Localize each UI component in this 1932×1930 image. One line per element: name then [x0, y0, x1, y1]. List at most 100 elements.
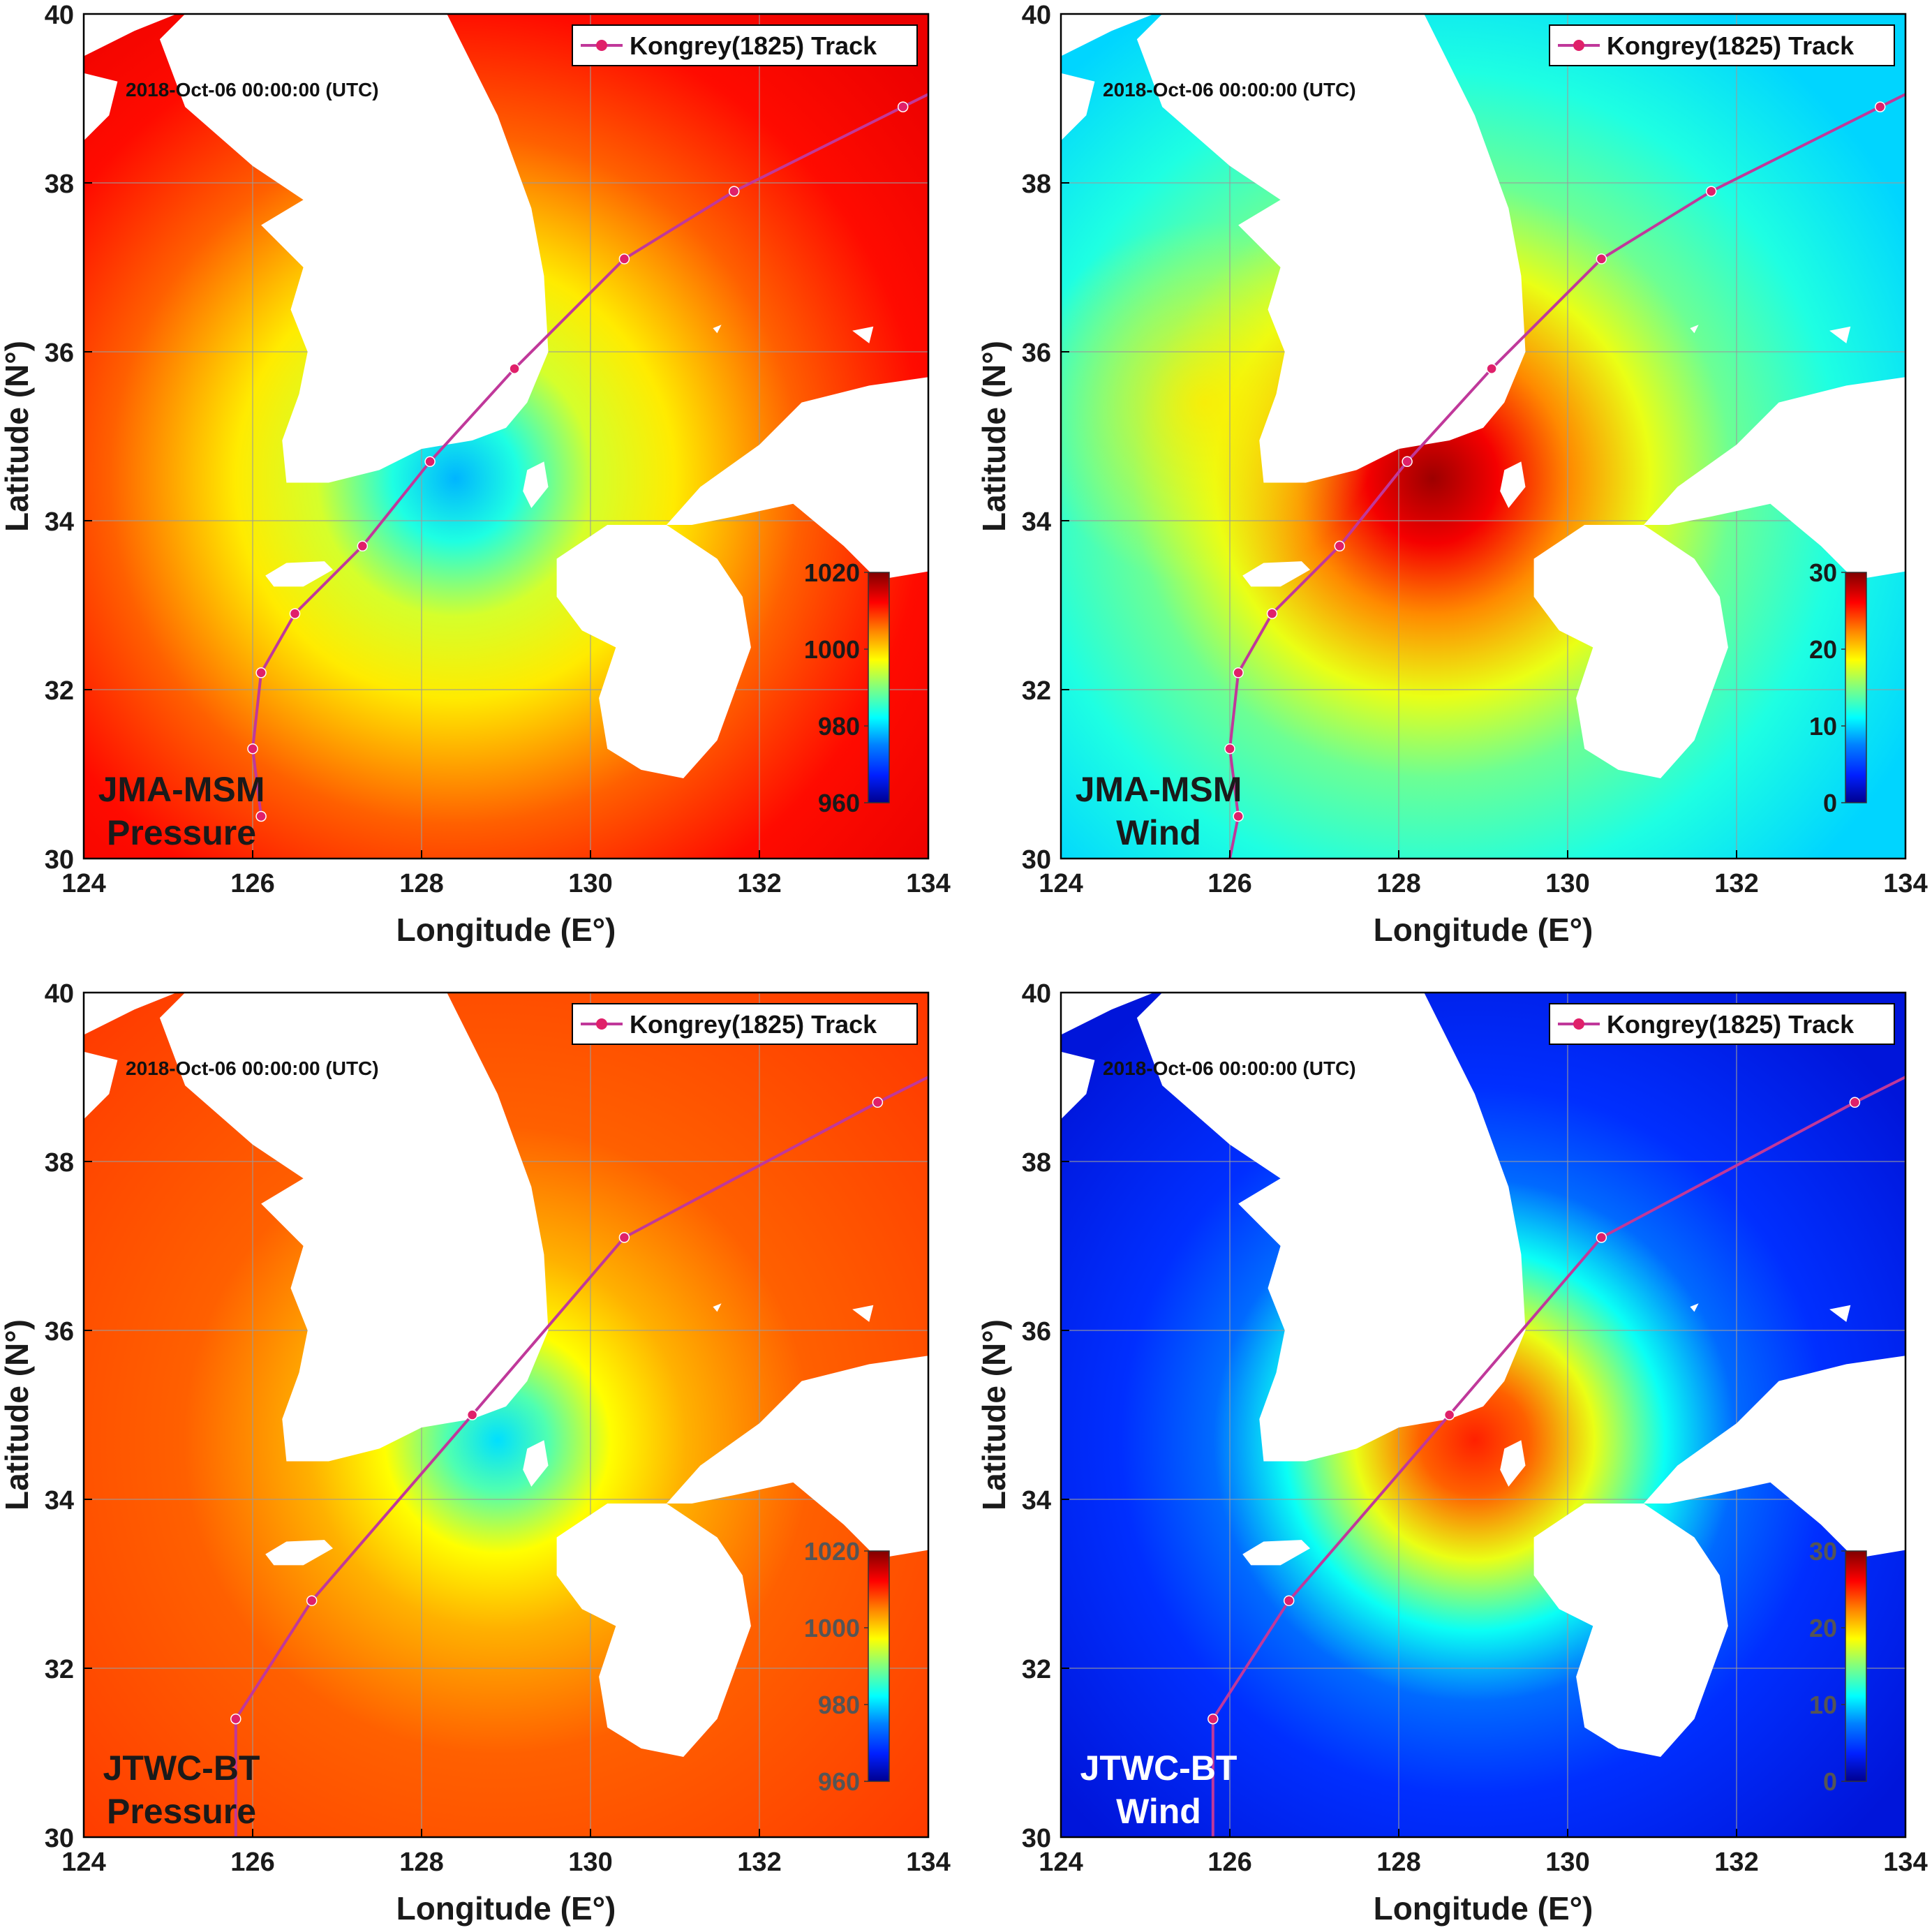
panel-label-line1: JTWC-BT — [1080, 1749, 1238, 1788]
track-point — [289, 608, 301, 619]
land-honshu — [1643, 1356, 1905, 1559]
land-oki — [852, 326, 874, 343]
y-tick-label: 34 — [45, 507, 74, 537]
panel-label: JTWC-BT Pressure — [103, 1749, 260, 1831]
land-honshu — [666, 377, 928, 580]
panel-label-line2: Pressure — [107, 813, 256, 852]
y-tick-label: 40 — [1022, 1, 1051, 30]
legend-marker — [596, 40, 607, 51]
y-axis-title: Latitude (N°) — [0, 1319, 35, 1510]
track-point — [872, 1097, 884, 1108]
land-dokdo — [1690, 1303, 1699, 1312]
panel-label-line1: JMA-MSM — [1076, 770, 1242, 809]
track-point — [230, 1713, 242, 1725]
land-oki — [1829, 1305, 1851, 1322]
legend-label: Kongrey(1825) Track — [630, 31, 877, 60]
legend-label: Kongrey(1825) Track — [1607, 1010, 1855, 1039]
axes-frame — [1060, 991, 1907, 1839]
land-tsushima — [1500, 1440, 1526, 1487]
land-dokdo — [713, 1303, 722, 1312]
y-tick-label: 38 — [45, 170, 74, 199]
track-point — [1596, 253, 1607, 265]
panel-jtwc-wind: 2018-Oct-06 00:00:00 (UTC) Kongrey(1825) … — [976, 979, 1928, 1927]
land-shandong — [84, 1051, 118, 1120]
land-tsushima — [523, 461, 549, 508]
x-tick-label: 128 — [1376, 869, 1420, 898]
track-point — [1402, 456, 1413, 468]
plot-area — [84, 993, 928, 1837]
colorbar-gradient — [868, 572, 890, 803]
landmass — [1061, 993, 1905, 1757]
legend-label: Kongrey(1825) Track — [630, 1010, 877, 1039]
y-tick-label: 32 — [45, 676, 74, 706]
gridlines — [84, 993, 928, 1837]
colorbar-tick-label: 980 — [818, 712, 860, 741]
colorbar-tick-label: 10 — [1809, 712, 1837, 741]
track-point — [1283, 1595, 1295, 1606]
land-korea — [1136, 14, 1526, 483]
timestamp-label: 2018-Oct-06 00:00:00 (UTC) — [126, 79, 379, 101]
timestamp-label: 2018-Oct-06 00:00:00 (UTC) — [1103, 1057, 1356, 1079]
colorbar-tick-label: 980 — [818, 1691, 860, 1719]
legend: Kongrey(1825) Track — [572, 1003, 918, 1045]
track-point — [1849, 1097, 1861, 1108]
colorbar-tick-label: 20 — [1809, 1614, 1837, 1642]
y-tick-label: 32 — [1022, 1655, 1051, 1684]
land-shandong — [1061, 73, 1095, 141]
track-line — [1228, 93, 1905, 859]
land-shandong — [1061, 1051, 1095, 1120]
x-axis-title: Longitude (E°) — [1374, 912, 1593, 948]
track-point — [509, 363, 520, 374]
colorbar-tick-label: 1000 — [804, 1614, 860, 1642]
y-tick-label: 30 — [45, 1824, 74, 1853]
y-tick-label: 40 — [45, 1, 74, 30]
y-tick-label: 38 — [1022, 170, 1051, 199]
colorbar: 960 980 1000 1020 — [804, 558, 890, 817]
land-dokdo — [1690, 325, 1699, 334]
land-jeju — [265, 1540, 333, 1566]
x-tick-label: 126 — [230, 869, 274, 898]
y-tick-label: 32 — [45, 1655, 74, 1684]
track-point — [1266, 608, 1278, 619]
x-tick-label: 132 — [737, 1848, 781, 1877]
legend-marker — [596, 1018, 607, 1030]
colorbar-tick-label: 20 — [1809, 635, 1837, 664]
colorbar-gradient — [1845, 572, 1867, 803]
land-oki — [852, 1305, 874, 1322]
y-tick-label: 38 — [45, 1148, 74, 1178]
track-point — [1486, 363, 1497, 374]
track-point — [618, 1232, 630, 1243]
land-liaodong — [1061, 14, 1154, 57]
panel-jma-pressure: 2018-Oct-06 00:00:00 (UTC) Kongrey(1825) … — [0, 1, 951, 948]
land-liaodong — [84, 993, 177, 1035]
y-tick-label: 32 — [1022, 676, 1051, 706]
colorbar-tick-label: 1020 — [804, 1537, 860, 1566]
colorbar-gradient — [868, 1550, 890, 1782]
track-point — [1208, 1713, 1219, 1725]
plot-area — [84, 14, 928, 859]
land-kyushu — [556, 525, 751, 778]
track-point — [1443, 1409, 1455, 1420]
legend-box — [572, 1003, 918, 1045]
colorbar-tick-label: 0 — [1823, 1767, 1837, 1796]
colorbar-tick-label: 10 — [1809, 1691, 1837, 1719]
land-honshu — [1643, 377, 1905, 580]
track-point — [1334, 540, 1346, 552]
legend: Kongrey(1825) Track — [1549, 24, 1895, 66]
land-kyushu — [556, 1504, 751, 1757]
land-shandong — [84, 73, 118, 141]
legend-box — [1549, 24, 1895, 66]
x-tick-label: 126 — [230, 1848, 274, 1877]
land-liaodong — [1061, 993, 1154, 1035]
land-korea — [159, 14, 549, 483]
y-tick-label: 34 — [1022, 507, 1051, 537]
land-kyushu — [1533, 525, 1728, 778]
y-tick-label: 34 — [1022, 1486, 1051, 1515]
axes-frame — [1060, 13, 1907, 860]
y-tick-label: 36 — [45, 1317, 74, 1346]
colorbar-tick-label: 960 — [818, 789, 860, 817]
landmass — [1061, 14, 1905, 778]
legend: Kongrey(1825) Track — [1549, 1003, 1895, 1045]
x-tick-label: 134 — [906, 1848, 950, 1877]
